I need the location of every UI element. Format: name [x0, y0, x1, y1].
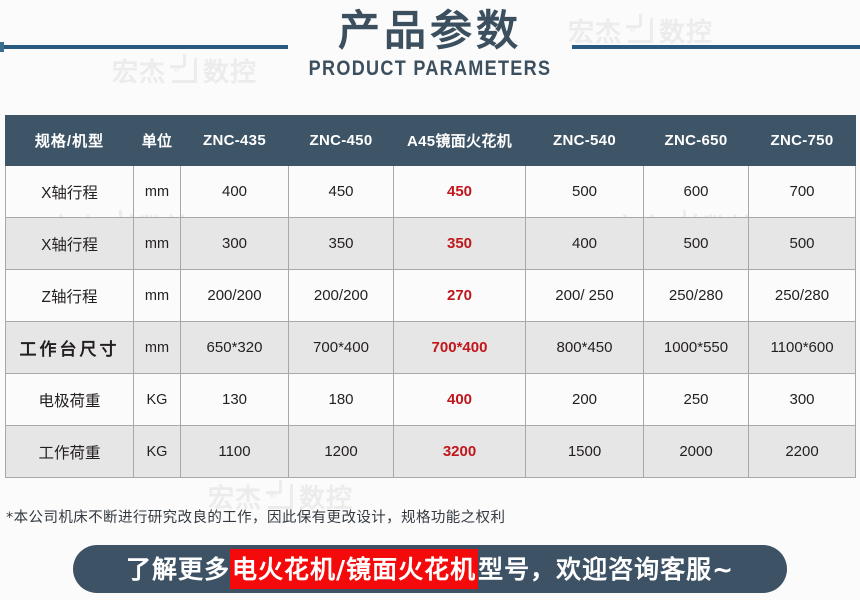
cell-znc750: 1100*600 [748, 321, 856, 374]
cell-a45: 3200 [393, 425, 526, 478]
row-unit: mm [133, 165, 181, 218]
cell-znc650: 1000*550 [643, 321, 749, 374]
cta-text: 了解更多 电火花机/镜面火花机 型号，欢迎咨询客服~ [126, 549, 734, 589]
table-row: 工作台尺寸 mm 650*320 700*400 700*400 800*450… [5, 321, 856, 374]
table-row: X轴行程 mm 300 350 350 400 500 500 [5, 217, 856, 270]
cell-znc750: 250/280 [748, 269, 856, 322]
column-header-znc540: ZNC-540 [525, 115, 644, 166]
cell-znc450: 1200 [288, 425, 394, 478]
cell-znc450: 450 [288, 165, 394, 218]
cell-znc650: 250 [643, 373, 749, 426]
cell-znc435: 1100 [180, 425, 289, 478]
cell-znc540: 200/ 250 [525, 269, 644, 322]
divider-right [572, 45, 860, 49]
cell-znc750: 500 [748, 217, 856, 270]
column-header-spec: 规格/机型 [5, 115, 134, 166]
table-row: X轴行程 mm 400 450 450 500 600 700 [5, 165, 856, 218]
cell-znc750: 700 [748, 165, 856, 218]
column-header-znc450: ZNC-450 [288, 115, 394, 166]
cell-znc450: 180 [288, 373, 394, 426]
row-label: Z轴行程 [5, 269, 134, 322]
cell-znc435: 650*320 [180, 321, 289, 374]
page-title: 产品参数 [337, 6, 522, 55]
table-row: 电极荷重 KG 130 180 400 200 250 300 [5, 373, 856, 426]
table-header-row: 规格/机型 单位 ZNC-435 ZNC-450 A45镜面火花机 ZNC-54… [5, 115, 856, 166]
row-label: 电极荷重 [5, 373, 134, 426]
cell-a45: 400 [393, 373, 526, 426]
cell-znc750: 2200 [748, 425, 856, 478]
row-label: 工作台尺寸 [5, 321, 134, 374]
column-header-znc650: ZNC-650 [643, 115, 749, 166]
cell-a45: 350 [393, 217, 526, 270]
cell-znc435: 130 [180, 373, 289, 426]
cell-znc750: 300 [748, 373, 856, 426]
spec-table: 规格/机型 单位 ZNC-435 ZNC-450 A45镜面火花机 ZNC-54… [5, 115, 856, 478]
column-header-unit: 单位 [133, 115, 181, 166]
cell-znc650: 600 [643, 165, 749, 218]
cell-znc650: 2000 [643, 425, 749, 478]
page-header: 产品参数 PRODUCT PARAMETERS [0, 0, 860, 112]
table-row: 工作荷重 KG 1100 1200 3200 1500 2000 2200 [5, 425, 856, 478]
cell-znc540: 400 [525, 217, 644, 270]
cell-a45: 700*400 [393, 321, 526, 374]
cta-suffix: 型号，欢迎咨询客服~ [478, 555, 735, 584]
cell-znc435: 300 [180, 217, 289, 270]
cell-a45: 270 [393, 269, 526, 322]
cell-znc650: 500 [643, 217, 749, 270]
cell-znc650: 250/280 [643, 269, 749, 322]
cell-a45: 450 [393, 165, 526, 218]
row-unit: mm [133, 269, 181, 322]
divider-left [0, 45, 288, 49]
table-row: Z轴行程 mm 200/200 200/200 270 200/ 250 250… [5, 269, 856, 322]
row-unit: KG [133, 373, 181, 426]
cell-znc540: 500 [525, 165, 644, 218]
title-block: 产品参数 PRODUCT PARAMETERS [0, 8, 860, 81]
cell-znc435: 400 [180, 165, 289, 218]
footnote: *本公司机床不断进行研究改良的工作，因此保有更改设计，规格功能之权利 [6, 510, 506, 526]
column-header-znc435: ZNC-435 [180, 115, 289, 166]
row-unit: mm [133, 321, 181, 374]
row-unit: mm [133, 217, 181, 270]
row-label: X轴行程 [5, 217, 134, 270]
cell-znc450: 350 [288, 217, 394, 270]
cell-znc450: 700*400 [288, 321, 394, 374]
cta-banner[interactable]: 了解更多 电火花机/镜面火花机 型号，欢迎咨询客服~ [73, 545, 787, 593]
cell-znc435: 200/200 [180, 269, 289, 322]
page-subtitle: PRODUCT PARAMETERS [308, 57, 552, 81]
cta-prefix: 了解更多 [125, 555, 230, 584]
row-unit: KG [133, 425, 181, 478]
cta-highlight: 电火花机/镜面火花机 [229, 549, 479, 589]
cell-znc540: 800*450 [525, 321, 644, 374]
cell-znc540: 1500 [525, 425, 644, 478]
column-header-znc750: ZNC-750 [748, 115, 856, 166]
column-header-a45: A45镜面火花机 [393, 115, 526, 166]
cell-znc450: 200/200 [288, 269, 394, 322]
cell-znc540: 200 [525, 373, 644, 426]
divider-left-cap [0, 42, 4, 52]
row-label: X轴行程 [5, 165, 134, 218]
row-label: 工作荷重 [5, 425, 134, 478]
